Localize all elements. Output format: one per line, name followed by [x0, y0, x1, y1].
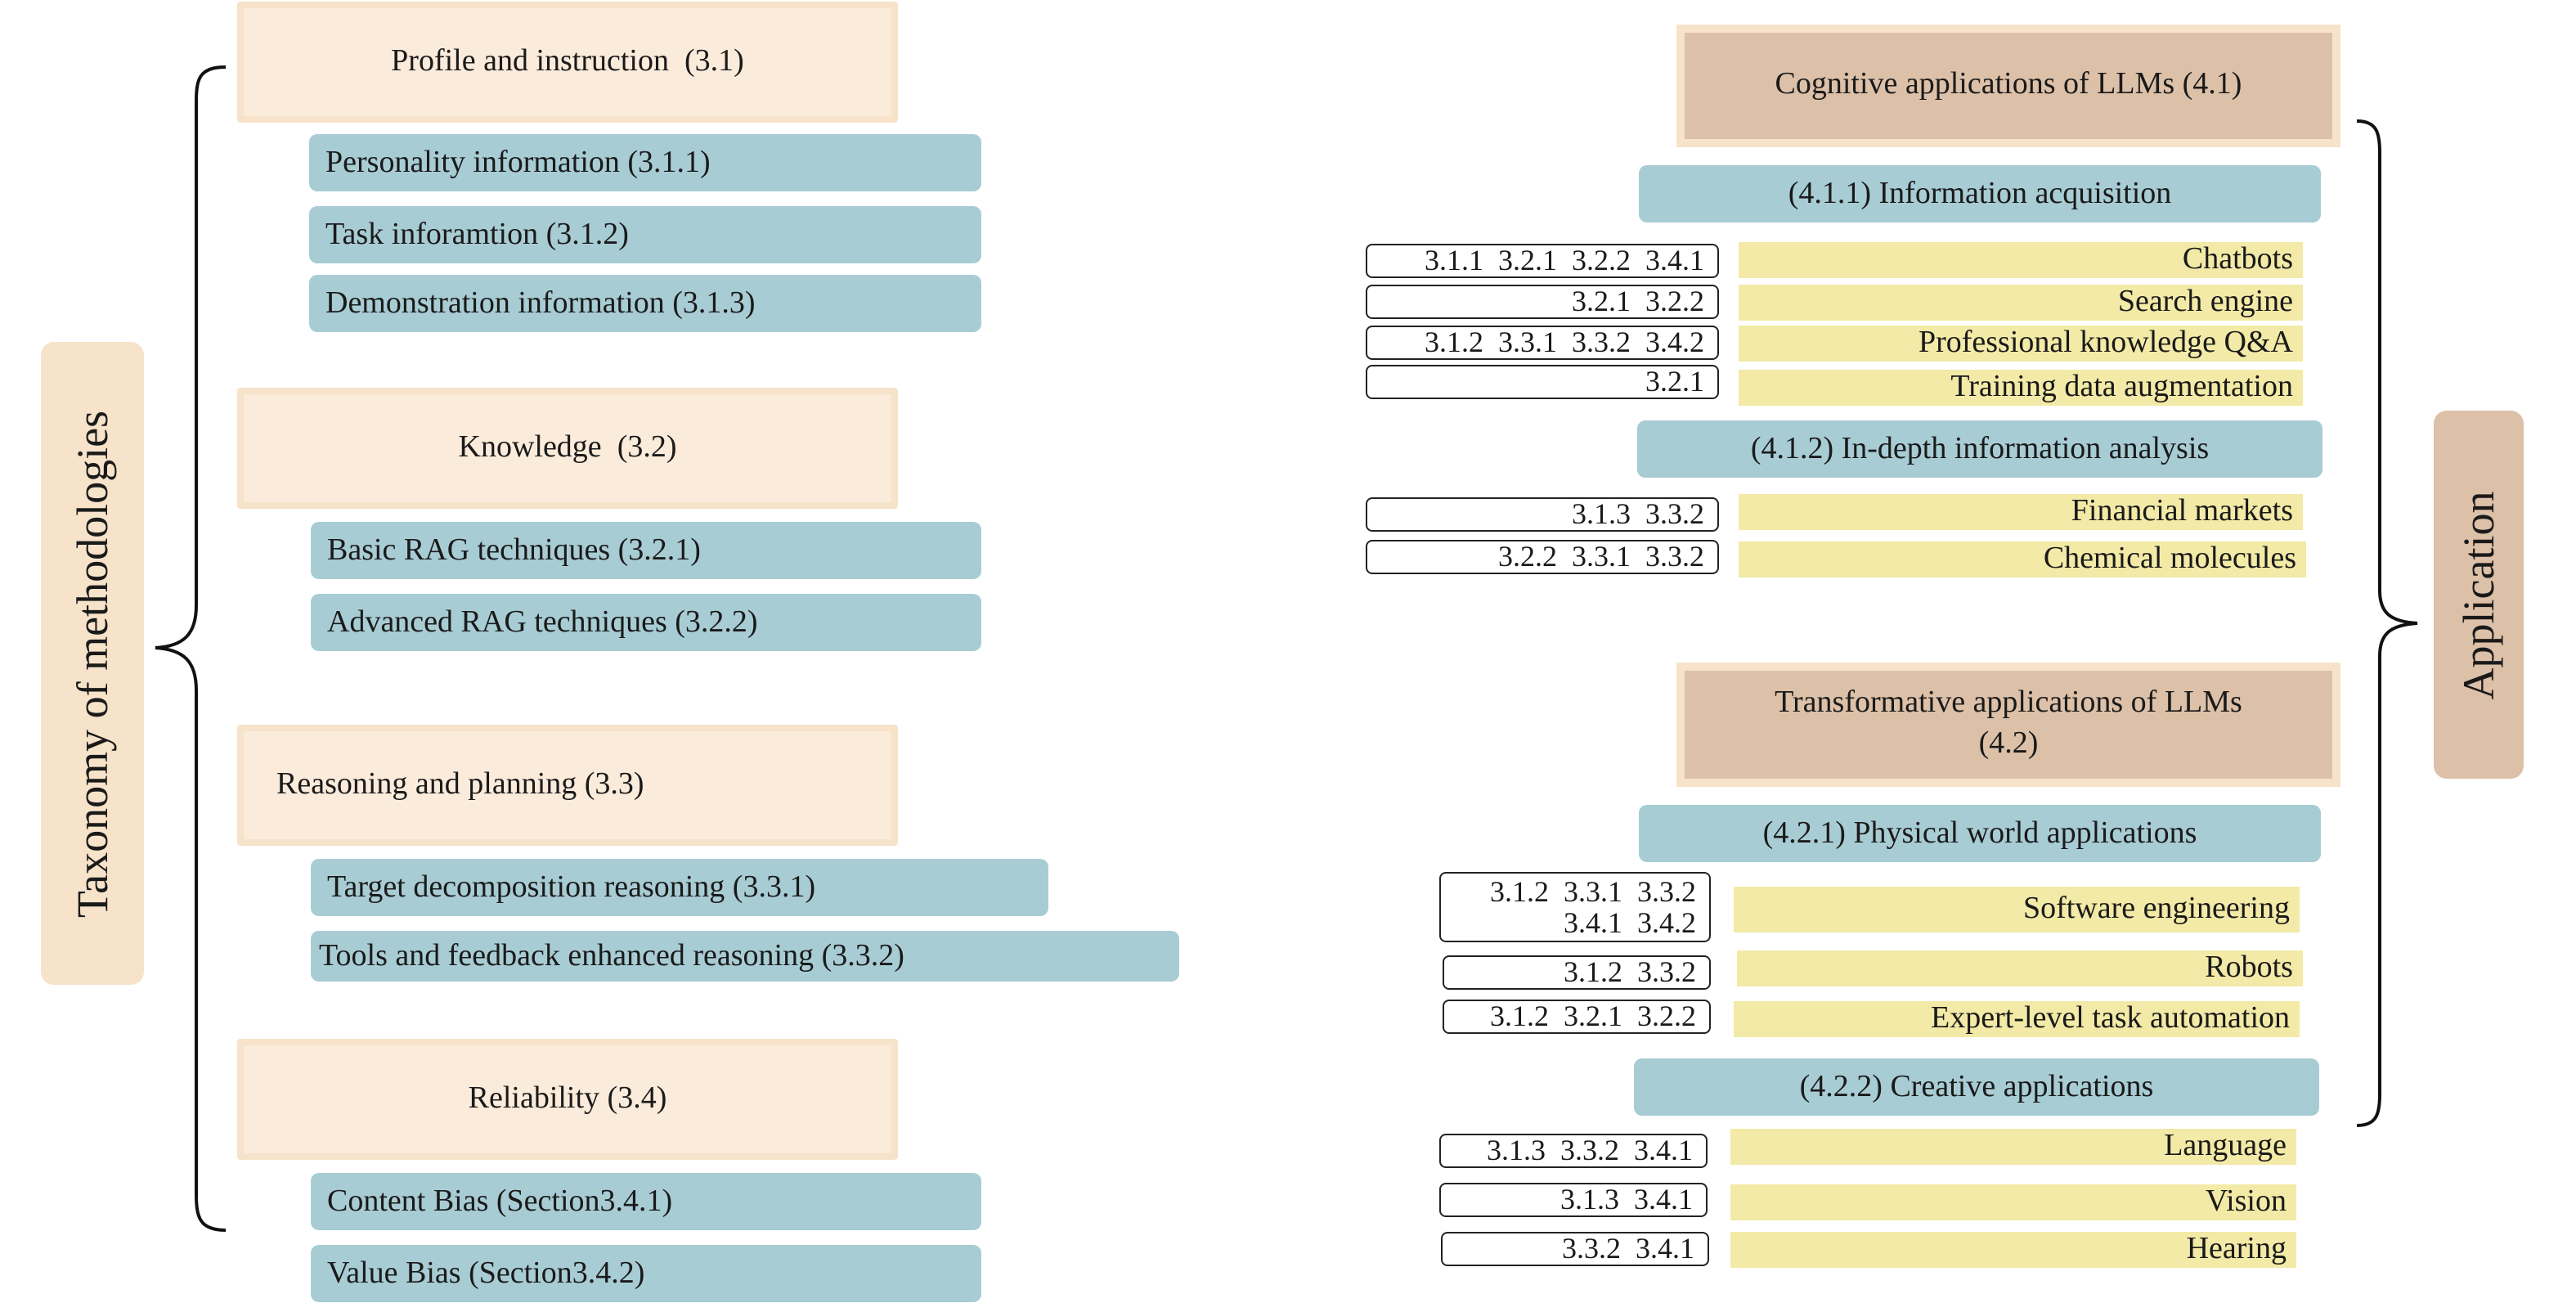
knowledge-ref: (3.2)	[617, 430, 677, 465]
task-information-item: Task inforamtion (3.1.2)	[309, 206, 981, 263]
knowledge-title: Knowledge	[458, 430, 602, 465]
knowledge-section: Knowledge (3.2)	[237, 388, 898, 509]
taxonomy-label-text: Taxonomy of methodologies	[67, 409, 116, 918]
information-acquisition-header: (4.1.1) Information acquisition	[1639, 165, 2321, 222]
content-bias-item: Content Bias (Section3.4.1)	[311, 1173, 981, 1230]
robots-label: Robots	[1737, 950, 2303, 986]
financial-markets-refs: 3.1.3 3.3.2	[1366, 497, 1719, 532]
right-brace	[2356, 119, 2418, 1127]
language-label: Language	[1730, 1129, 2296, 1165]
hearing-refs: 3.3.2 3.4.1	[1441, 1232, 1709, 1266]
training-data-refs: 3.2.1	[1366, 365, 1719, 399]
expert-task-refs: 3.1.2 3.2.1 3.2.2	[1443, 1000, 1711, 1034]
software-engineering-refs: 3.1.2 3.3.1 3.3.2 3.4.1 3.4.2	[1439, 872, 1711, 942]
professional-qa-label: Professional knowledge Q&A	[1739, 326, 2303, 362]
application-label-text: Application	[2453, 490, 2502, 699]
chatbots-label: Chatbots	[1739, 242, 2303, 278]
software-engineering-refs-line2: 3.4.1 3.4.2	[1564, 905, 1696, 938]
transformative-title-line2: (4.2)	[1978, 726, 2039, 761]
reasoning-section: Reasoning and planning (3.3)	[237, 725, 898, 846]
personality-information-item: Personality information (3.1.1)	[309, 134, 981, 191]
profile-section-title: Profile and instruction (3.1)	[244, 8, 891, 116]
reliability-section: Reliability (3.4)	[237, 1039, 898, 1160]
chatbots-refs: 3.1.1 3.2.1 3.2.2 3.4.1	[1366, 244, 1719, 278]
in-depth-analysis-header: (4.1.2) In-depth information analysis	[1637, 420, 2322, 478]
training-data-label: Training data augmentation	[1739, 370, 2303, 406]
target-decomposition-item: Target decomposition reasoning (3.3.1)	[311, 859, 1048, 916]
reliability-title: Reliability (3.4)	[244, 1045, 891, 1153]
language-refs: 3.1.3 3.3.2 3.4.1	[1439, 1134, 1708, 1168]
demonstration-information-item: Demonstration information (3.1.3)	[309, 275, 981, 332]
financial-markets-label: Financial markets	[1739, 494, 2303, 530]
cognitive-applications-title: Cognitive applications of LLMs (4.1)	[1685, 33, 2332, 139]
transformative-applications-section: Transformative applications of LLMs (4.2…	[1676, 663, 2340, 787]
profile-title: Profile and instruction	[391, 44, 669, 79]
search-engine-label: Search engine	[1739, 285, 2303, 321]
software-engineering-label: Software engineering	[1734, 887, 2300, 932]
cognitive-applications-section: Cognitive applications of LLMs (4.1)	[1676, 25, 2340, 147]
taxonomy-label: Taxonomy of methodologies	[41, 342, 144, 985]
application-label: Application	[2434, 411, 2524, 779]
physical-world-header: (4.2.1) Physical world applications	[1639, 805, 2321, 862]
basic-rag-item: Basic RAG techniques (3.2.1)	[311, 522, 981, 579]
search-engine-refs: 3.2.1 3.2.2	[1366, 285, 1719, 319]
knowledge-section-title: Knowledge (3.2)	[244, 394, 891, 502]
chemical-molecules-label: Chemical molecules	[1739, 541, 2306, 577]
reasoning-title: Reasoning and planning (3.3)	[244, 731, 891, 839]
professional-qa-refs: 3.1.2 3.3.1 3.3.2 3.4.2	[1366, 326, 1719, 360]
hearing-label: Hearing	[1730, 1232, 2296, 1268]
advanced-rag-item: Advanced RAG techniques (3.2.2)	[311, 594, 981, 651]
tools-feedback-item: Tools and feedback enhanced reasoning (3…	[311, 931, 1179, 982]
expert-task-label: Expert-level task automation	[1734, 1001, 2300, 1037]
robots-refs: 3.1.2 3.3.2	[1443, 955, 1711, 990]
transformative-applications-title: Transformative applications of LLMs (4.2…	[1685, 671, 2332, 779]
creative-applications-header: (4.2.2) Creative applications	[1634, 1058, 2319, 1116]
profile-ref: (3.1)	[684, 44, 744, 79]
vision-label: Vision	[1730, 1184, 2296, 1220]
transformative-title-line1: Transformative applications of LLMs	[1775, 685, 2242, 721]
software-engineering-refs-line1: 3.1.2 3.3.1 3.3.2	[1490, 874, 1696, 908]
value-bias-item: Value Bias (Section3.4.2)	[311, 1245, 981, 1302]
vision-refs: 3.1.3 3.4.1	[1439, 1183, 1708, 1217]
chemical-molecules-refs: 3.2.2 3.3.1 3.3.2	[1366, 540, 1719, 574]
left-brace	[155, 65, 227, 1232]
profile-section: Profile and instruction (3.1)	[237, 2, 898, 123]
